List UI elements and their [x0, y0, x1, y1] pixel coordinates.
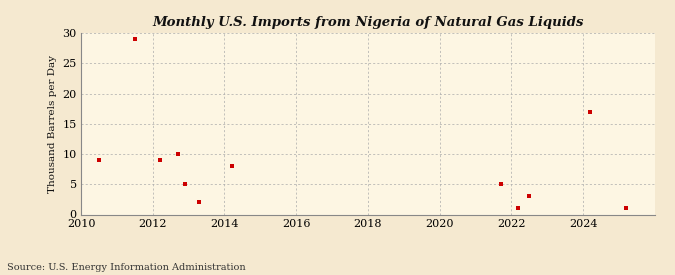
- Point: [621, 206, 632, 211]
- Y-axis label: Thousand Barrels per Day: Thousand Barrels per Day: [48, 55, 57, 193]
- Point: [172, 152, 183, 156]
- Point: [226, 164, 237, 168]
- Point: [180, 182, 190, 186]
- Point: [524, 194, 535, 199]
- Point: [194, 200, 205, 205]
- Text: Source: U.S. Energy Information Administration: Source: U.S. Energy Information Administ…: [7, 263, 246, 272]
- Point: [513, 206, 524, 211]
- Point: [495, 182, 506, 186]
- Point: [94, 158, 105, 162]
- Point: [130, 37, 140, 41]
- Title: Monthly U.S. Imports from Nigeria of Natural Gas Liquids: Monthly U.S. Imports from Nigeria of Nat…: [152, 16, 584, 29]
- Point: [585, 109, 595, 114]
- Point: [155, 158, 165, 162]
